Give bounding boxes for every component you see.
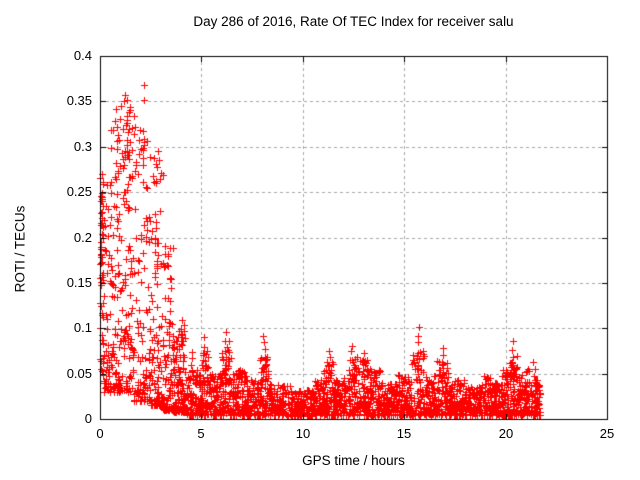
- y-tick-label: 0.1: [73, 320, 92, 335]
- y-tick-label: 0: [84, 411, 92, 426]
- y-tick-label: 0.3: [73, 139, 92, 154]
- x-tick-label: 25: [599, 426, 615, 441]
- x-tick-label: 20: [498, 426, 514, 441]
- y-tick-label: 0.2: [73, 230, 92, 245]
- x-tick-label: 10: [295, 426, 311, 441]
- y-tick-label: 0.15: [66, 275, 92, 290]
- x-tick-label: 15: [396, 426, 412, 441]
- chart-title: Day 286 of 2016, Rate Of TEC Index for r…: [193, 14, 514, 29]
- x-tick-label: 5: [197, 426, 205, 441]
- y-tick-label: 0.35: [66, 93, 92, 108]
- y-tick-label: 0.25: [66, 184, 92, 199]
- x-tick-label: 0: [96, 426, 104, 441]
- y-tick-label: 0.05: [66, 366, 92, 381]
- x-axis-label: GPS time / hours: [302, 453, 405, 468]
- y-tick-label: 0.4: [73, 48, 92, 63]
